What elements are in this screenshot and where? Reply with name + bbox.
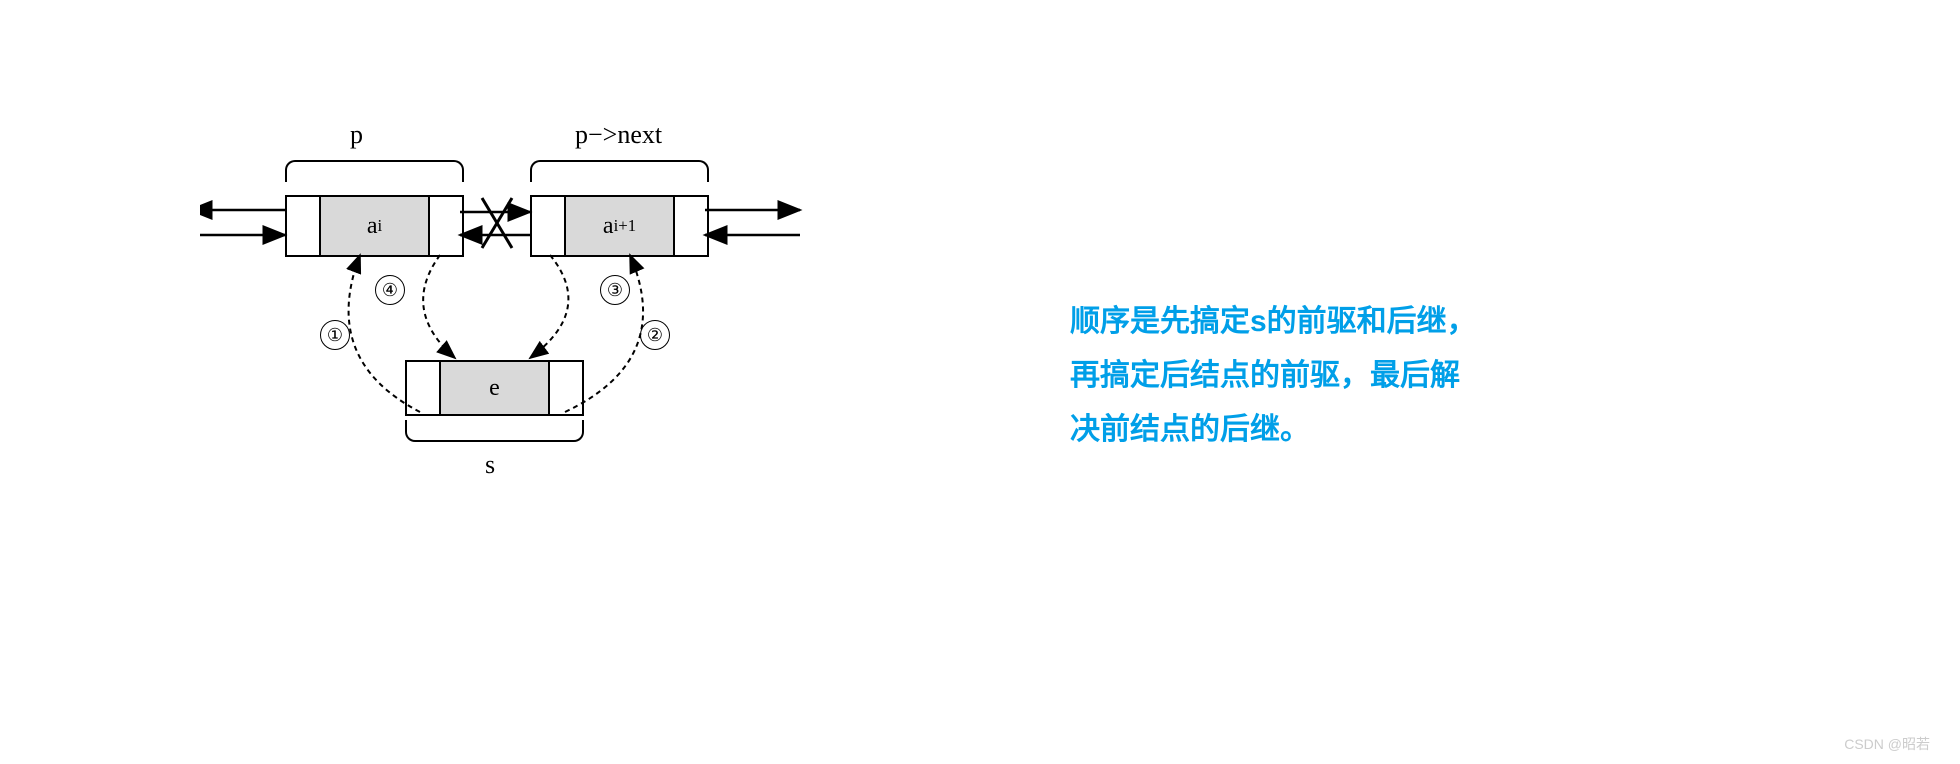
explanation-text: 顺序是先搞定s的前驱和后继， 再搞定后结点的前驱，最后解 决前结点的后继。 — [1070, 295, 1570, 457]
node-ai1: ai+1 — [530, 195, 709, 257]
step-1: ① — [320, 320, 350, 350]
e-data-cell: e — [441, 362, 550, 414]
node-e: e — [405, 360, 584, 416]
step-3: ③ — [600, 275, 630, 305]
ai-data-cell: ai — [321, 197, 430, 255]
explain-line3: 决前结点的后继。 — [1070, 413, 1310, 446]
ai-next-cell — [430, 197, 462, 255]
label-s: s — [485, 450, 495, 480]
explain-line2: 再搞定后结点的前驱，最后解 — [1070, 359, 1460, 392]
label-pnext: p−>next — [575, 120, 662, 150]
brace-pnext — [530, 160, 709, 182]
ai1-next-cell — [675, 197, 707, 255]
ai1-data-cell: ai+1 — [566, 197, 675, 255]
watermark: CSDN @昭若 — [1844, 734, 1930, 754]
node-ai: ai — [285, 195, 464, 257]
e-prev-cell — [407, 362, 441, 414]
brace-s — [405, 420, 584, 442]
label-p: p — [350, 120, 363, 150]
ai-prev-cell — [287, 197, 321, 255]
linked-list-diagram: p p−>next ai ai+1 e s ① ② ③ ④ — [200, 130, 900, 580]
explain-line1: 顺序是先搞定s的前驱和后继， — [1070, 305, 1477, 338]
e-next-cell — [550, 362, 582, 414]
brace-p — [285, 160, 464, 182]
step-2: ② — [640, 320, 670, 350]
ai1-prev-cell — [532, 197, 566, 255]
step-4: ④ — [375, 275, 405, 305]
